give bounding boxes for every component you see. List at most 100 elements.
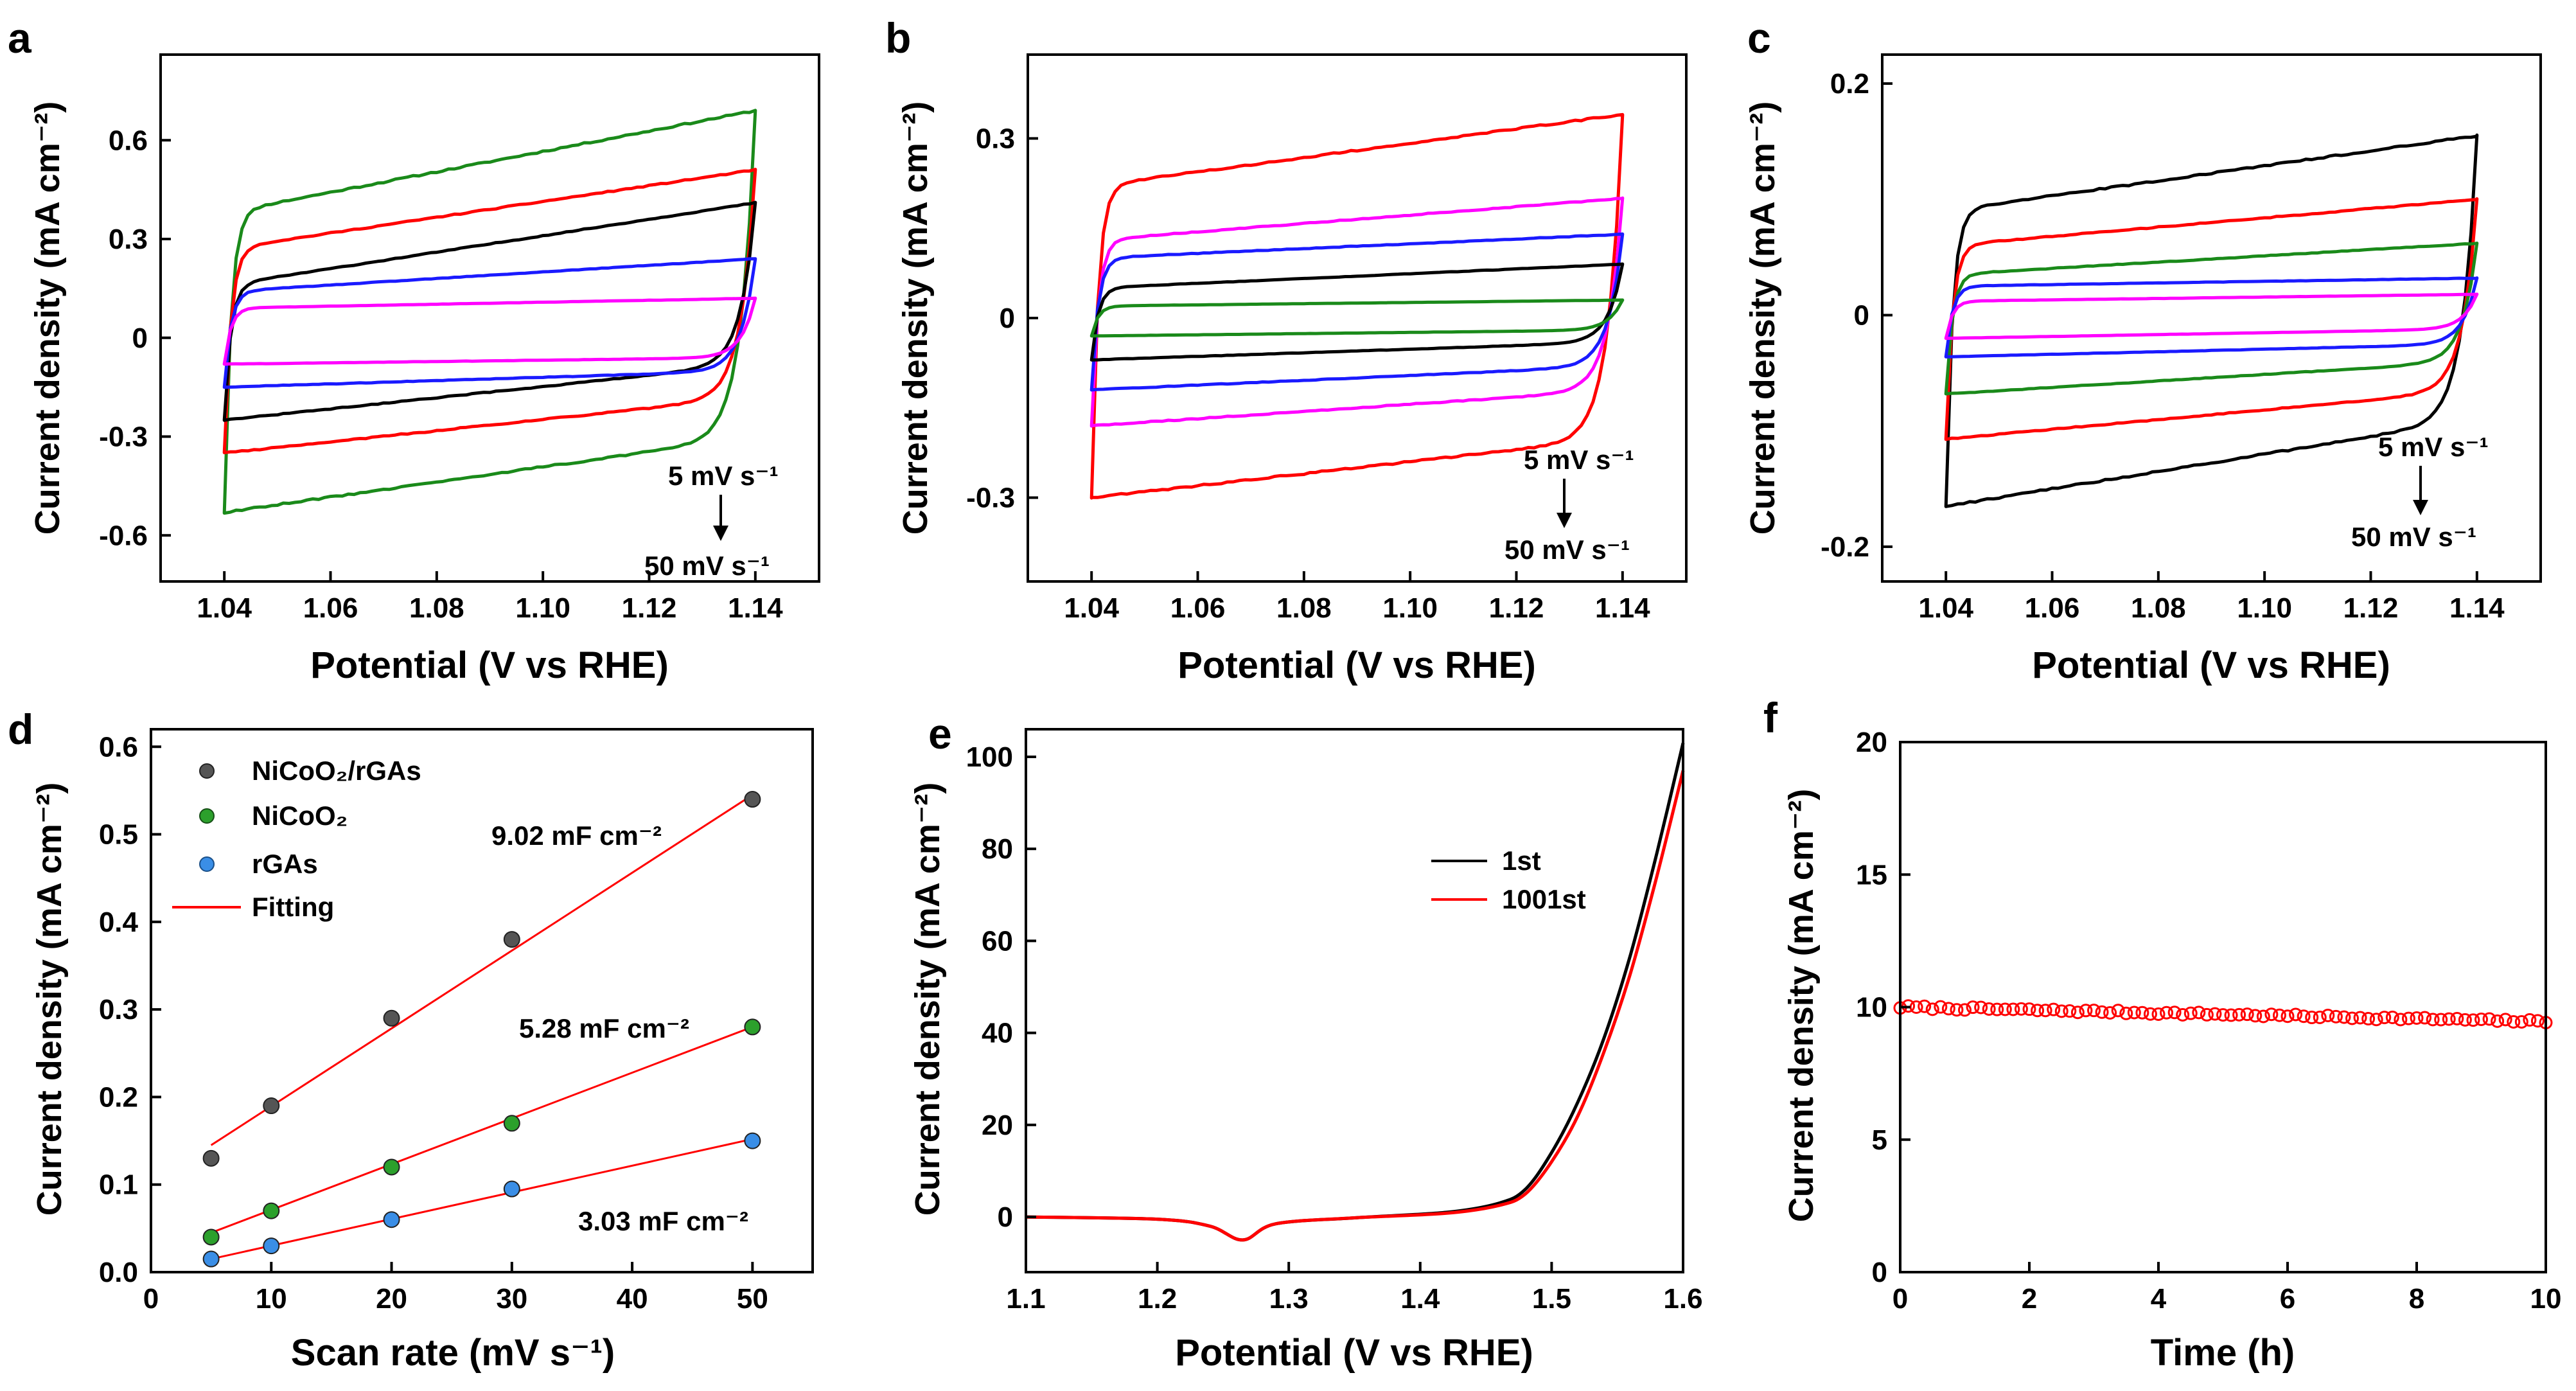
stability-point-63: [2401, 1011, 2415, 1025]
stability-point-68: [2442, 1012, 2456, 1026]
stability-point-14: [2006, 1002, 2020, 1016]
x-tick-label-e-3: 1.4: [1400, 1283, 1440, 1315]
y-tick-label-e-3: 60: [982, 925, 1013, 957]
stability-point-41: [2224, 1008, 2238, 1022]
legend-marker-rgas: [199, 856, 215, 872]
fit-line-0: [210, 793, 754, 1146]
stability-point-40: [2216, 1008, 2230, 1022]
y-tick-label-f-3: 15: [1856, 859, 1887, 890]
scan-rate-start-label-a: 5 mV s⁻¹: [668, 461, 779, 491]
cv-loop-c-1: [1944, 197, 2479, 441]
x-tick-label-d-1: 10: [256, 1283, 287, 1315]
y-tick-label-a-3: 0.3: [109, 224, 148, 255]
y-tick-label-a-0: -0.6: [99, 520, 148, 551]
plot-frame-a: [159, 53, 820, 583]
y-tick-label-a-4: 0.6: [109, 125, 148, 156]
point-0-2: [383, 1009, 400, 1027]
scan-rate-arrowhead-b: [1557, 513, 1572, 528]
stability-point-58: [2361, 1012, 2376, 1026]
stability-point-45: [2256, 1009, 2270, 1023]
x-tick-label-e-4: 1.5: [1532, 1283, 1571, 1315]
stability-point-13: [1998, 1002, 2012, 1016]
y-tick-label-d-6: 0.6: [99, 731, 138, 763]
stability-point-65: [2418, 1011, 2432, 1025]
x-tick-label-d-4: 40: [617, 1283, 648, 1315]
stability-point-7: [1950, 1003, 1964, 1017]
stability-point-51: [2305, 1011, 2319, 1025]
stability-point-19: [2047, 1002, 2061, 1016]
point-1-4: [744, 1018, 761, 1036]
stability-point-23: [2079, 1004, 2093, 1018]
stability-point-72: [2475, 1013, 2488, 1027]
slope-label-rgas: 3.03 mF cm⁻²: [578, 1206, 748, 1236]
stability-point-24: [2087, 1004, 2101, 1018]
cv-loop-b-2: [1090, 232, 1625, 392]
stability-point-20: [2054, 1004, 2069, 1018]
y-tick-label-d-2: 0.2: [99, 1081, 138, 1113]
x-tick-label-f-0: 0: [1892, 1283, 1908, 1315]
x-axis-label-e: Potential (V vs RHE): [1175, 1332, 1533, 1374]
cv-loop-b-4: [1090, 298, 1625, 338]
stability-point-62: [2394, 1013, 2408, 1027]
x-axis-label-f: Time (h): [2151, 1332, 2295, 1374]
x-tick-label-a-5: 1.14: [728, 592, 783, 624]
stability-point-49: [2289, 1007, 2303, 1022]
y-tick-label-d-0: 0.0: [99, 1257, 138, 1288]
cv-loop-b-3: [1090, 262, 1625, 362]
stability-point-42: [2232, 1007, 2246, 1022]
panel-c: c 1.04 1.06 1.08 1.10 1.12 1.14 -0.2 0 0.2 Poten…: [1743, 14, 2542, 686]
x-tick-label-a-3: 1.10: [515, 592, 570, 624]
slope-label-nicoo2: 5.28 mF cm⁻²: [519, 1013, 689, 1043]
point-0-4: [744, 791, 761, 808]
stability-point-59: [2369, 1013, 2383, 1027]
x-tick-label-f-3: 6: [2280, 1283, 2295, 1315]
y-tick-label-b-2: 0.3: [976, 123, 1015, 154]
stability-point-9: [1966, 1000, 1980, 1014]
stability-point-48: [2280, 1009, 2295, 1023]
plot-frame-f: [1899, 741, 2547, 1273]
stability-point-32: [2151, 1007, 2166, 1021]
x-tick-label-f-5: 10: [2530, 1283, 2562, 1315]
panel-label-a: a: [8, 14, 32, 62]
cv-loop-c-2: [1944, 242, 2479, 396]
x-tick-label-f-2: 4: [2151, 1283, 2167, 1315]
x-tick-label-e-2: 1.3: [1269, 1283, 1309, 1315]
x-tick-label-d-3: 30: [496, 1283, 527, 1315]
y-tick-label-c-2: 0.2: [1830, 68, 1869, 100]
y-tick-label-d-5: 0.5: [99, 819, 138, 851]
y-axis-label-f: Current density (mA cm⁻²): [1782, 789, 1821, 1223]
x-axis-label-d: Scan rate (mV s⁻¹): [291, 1332, 615, 1374]
stability-point-6: [1941, 1002, 1955, 1016]
stability-point-34: [2167, 1006, 2182, 1020]
stability-point-79: [2530, 1014, 2545, 1028]
legend-label-1st: 1st: [1502, 846, 1541, 876]
cv-loop-b-1: [1090, 196, 1625, 428]
cv-loop-b-0: [1090, 112, 1625, 500]
stability-point-26: [2103, 1006, 2117, 1020]
plot-frame-d: [150, 728, 814, 1273]
point-1-1: [263, 1202, 280, 1219]
x-tick-label-b-2: 1.08: [1276, 592, 1332, 624]
panel-label-c: c: [1747, 14, 1771, 62]
x-tick-label-e-5: 1.6: [1663, 1283, 1702, 1315]
x-tick-label-b-3: 1.10: [1382, 592, 1438, 624]
stability-point-78: [2523, 1013, 2537, 1027]
point-2-3: [503, 1180, 520, 1198]
stability-point-46: [2264, 1007, 2279, 1022]
y-tick-label-a-2: 0: [132, 323, 148, 354]
stability-point-22: [2070, 1006, 2085, 1020]
scan-rate-start-label-c: 5 mV s⁻¹: [2378, 432, 2489, 462]
stability-point-54: [2329, 1009, 2343, 1023]
stability-point-47: [2272, 1008, 2286, 1022]
x-tick-label-a-4: 1.12: [622, 592, 677, 624]
panel-label-e: e: [928, 710, 952, 758]
stability-point-61: [2385, 1011, 2399, 1025]
x-tick-label-a-1: 1.06: [303, 592, 358, 624]
fit-line-1: [211, 1025, 753, 1234]
x-tick-label-b-1: 1.06: [1170, 592, 1226, 624]
point-0-0: [202, 1149, 220, 1167]
y-axis-label-d: Current density (mA cm⁻²): [30, 783, 69, 1216]
x-tick-label-c-4: 1.12: [2343, 592, 2399, 624]
stability-point-30: [2135, 1006, 2149, 1020]
y-tick-label-b-1: 0: [1000, 303, 1015, 334]
